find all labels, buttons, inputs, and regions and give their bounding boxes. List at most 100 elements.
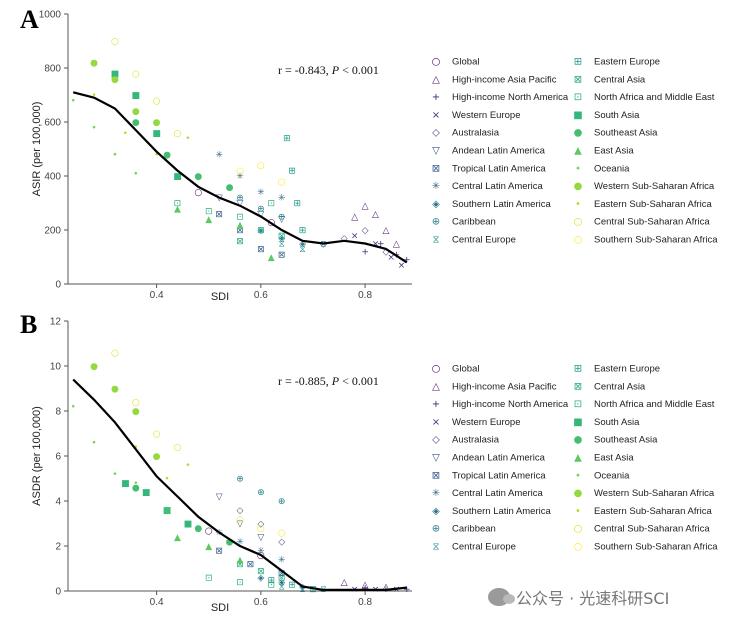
legend-label: Central Asia	[594, 74, 646, 85]
x-tick-label: 0.4	[150, 290, 164, 301]
data-point: ⊡	[236, 578, 244, 588]
data-point: ○	[236, 515, 244, 525]
wechat-logo-icon	[488, 588, 515, 606]
data-point: ○	[153, 96, 161, 106]
data-point: •	[91, 91, 96, 101]
data-point: ○	[205, 526, 213, 536]
data-point: ⊞	[267, 576, 275, 586]
data-point: ▲	[174, 204, 181, 214]
data-point: ✳	[236, 538, 244, 548]
data-point: ⊠	[278, 574, 286, 584]
data-point: ■	[152, 129, 161, 139]
trend-line	[72, 378, 407, 591]
legend-marker-icon: ●	[574, 435, 583, 446]
data-point: ⊠	[257, 226, 265, 236]
y-tick-label: 8	[55, 407, 61, 418]
data-point: ◈	[278, 578, 285, 588]
data-point: +	[361, 584, 369, 594]
y-tick-label: 12	[50, 317, 62, 328]
legend-label: Southern Latin America	[452, 199, 551, 210]
data-point: ⊞	[283, 134, 291, 144]
legend-marker-icon: •	[575, 506, 581, 517]
data-point: ⊠	[215, 210, 223, 220]
legend-label: East Asia	[594, 146, 634, 157]
data-point: ●	[111, 385, 119, 395]
legend-marker-icon: ⊕	[432, 217, 440, 228]
legend-marker-icon: ○	[574, 235, 583, 246]
data-point: ▲	[268, 253, 275, 263]
data-point: ⧖	[299, 245, 305, 255]
data-point: ✳	[215, 150, 223, 160]
data-point: ⊞	[294, 199, 302, 209]
data-point: ⊠	[278, 569, 286, 579]
legend-label: Southeast Asia	[594, 128, 658, 139]
legend-label: Central Sub-Saharan Africa	[594, 524, 710, 535]
legend-marker-icon: ◇	[432, 128, 440, 139]
data-point: ⊠	[278, 250, 286, 260]
data-point: ○	[174, 129, 182, 139]
data-point: ×	[372, 240, 380, 250]
legend-label: Eastern Sub-Saharan Africa	[594, 506, 712, 517]
legend-marker-icon: ⊞	[574, 364, 582, 375]
legend-marker-icon: ■	[573, 110, 582, 121]
y-tick-label: 200	[44, 226, 61, 237]
legend-label: Western Sub-Saharan Africa	[594, 181, 715, 192]
legend-label: Southeast Asia	[594, 435, 658, 446]
legend-label: High-income North America	[452, 399, 569, 410]
data-point: ●	[194, 172, 202, 182]
data-point: ■	[163, 506, 172, 516]
annotation-p-value: < 0.001	[339, 63, 379, 77]
data-point: •	[71, 403, 76, 413]
legend-label: South Asia	[594, 417, 640, 428]
annotation-r: r = -0.843,	[278, 63, 332, 77]
data-point: ●	[90, 59, 98, 69]
data-point: •	[185, 134, 190, 144]
data-point: ■	[173, 172, 182, 182]
data-point: ○	[278, 529, 286, 539]
legend-label: Caribbean	[452, 217, 496, 228]
data-point: •	[154, 150, 159, 160]
data-point: ▽	[257, 533, 264, 543]
legend-label: High-income Asia Pacific	[452, 74, 557, 85]
legend-marker-icon: •	[575, 199, 581, 210]
data-point: ⊕	[278, 497, 286, 507]
legend-marker-icon: ×	[432, 417, 440, 428]
annotation-p-symbol: P	[331, 374, 340, 388]
legend-label: Western Europe	[452, 417, 520, 428]
data-point: ⊡	[267, 199, 275, 209]
legend-marker-icon: ▲	[574, 453, 582, 464]
data-point: ▲	[205, 542, 212, 552]
data-point: ⊞	[288, 167, 296, 177]
data-point: ◈	[257, 226, 264, 236]
data-point: ⊡	[174, 199, 182, 209]
chart-panel-a: A 0 200 400 600 800 1000 0.4 0.6 0.8 SDI ASIR (per …	[20, 5, 718, 303]
data-point: ○	[278, 177, 286, 187]
data-point: ⊠	[257, 245, 265, 255]
data-point: △	[372, 210, 379, 220]
data-point: ◇	[362, 226, 369, 236]
legend-label: Australasia	[452, 128, 500, 139]
legend-label: Southern Latin America	[452, 506, 551, 517]
data-point: +	[361, 248, 369, 258]
legend-marker-icon: △	[432, 381, 440, 392]
data-point: ●	[153, 452, 161, 462]
legend-label: Tropical Latin America	[452, 470, 546, 481]
y-tick-label: 0	[55, 280, 61, 291]
data-point: ⊠	[236, 237, 244, 247]
legend-label: Central Latin America	[452, 181, 544, 192]
legend-label: Western Sub-Saharan Africa	[594, 488, 715, 499]
x-tick-label: 0.6	[254, 290, 268, 301]
data-point: ⊠	[215, 547, 223, 557]
y-tick-label: 400	[44, 172, 61, 183]
data-point: ▲	[237, 221, 244, 231]
y-tick-label: 0	[55, 587, 61, 598]
data-point: ▽	[237, 199, 244, 209]
data-point: ⊕	[236, 194, 244, 204]
data-point: △	[341, 578, 348, 588]
legend-label: Andean Latin America	[452, 146, 546, 157]
legend-marker-icon: ⧖	[432, 235, 439, 246]
data-point: ○	[153, 430, 161, 440]
legend-marker-icon: ✳	[432, 488, 440, 499]
y-axis-title: ASIR (per 100,000)	[31, 102, 43, 197]
y-tick-label: 4	[55, 497, 61, 508]
